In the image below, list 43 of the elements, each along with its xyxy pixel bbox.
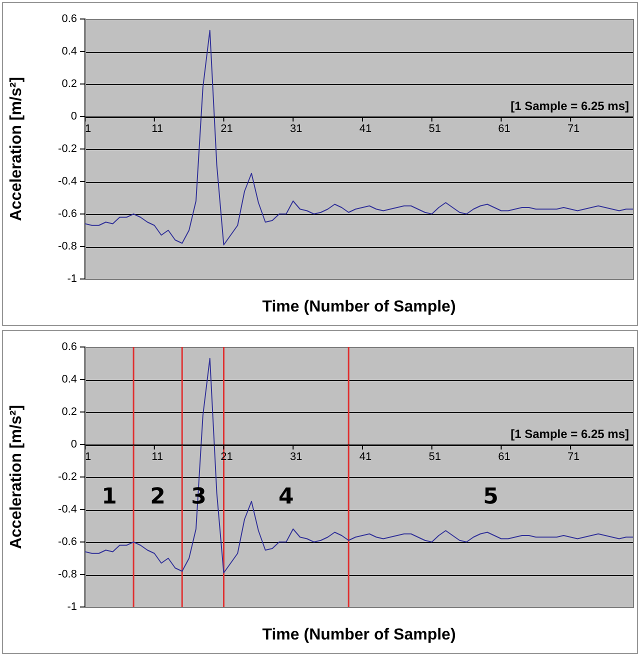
annotation: 2 (150, 484, 166, 510)
x-axis-title: Time (Number of Sample) (262, 626, 456, 644)
y-tick-label: 0.2 (62, 406, 77, 418)
x-tick-label: 11 (152, 451, 164, 464)
annotation: 4 (278, 484, 294, 510)
y-tick-label: -0.6 (58, 536, 77, 548)
y-tick-label: -1 (67, 601, 77, 614)
x-tick-label: 31 (290, 123, 302, 136)
y-tick-label: -0.2 (58, 471, 77, 484)
y-tick-label: 0.6 (62, 341, 77, 354)
y-tick-label: -0.8 (58, 240, 77, 253)
y-tick-label: 0.4 (62, 46, 77, 58)
x-tick-label: 51 (428, 123, 441, 136)
x-tick-label: 71 (567, 123, 580, 136)
y-tick-label: -0.4 (58, 504, 77, 516)
x-tick-label: 71 (567, 451, 580, 464)
x-tick-label: 61 (498, 451, 510, 464)
y-tick-label: -0.8 (58, 568, 77, 581)
y-tick-label: 0.6 (62, 13, 77, 26)
y-tick-label: 0.4 (62, 374, 77, 386)
y-tick-label: -1 (67, 273, 77, 286)
y-tick-label: 0 (70, 110, 77, 123)
x-tick-label: 1 (84, 123, 92, 136)
x-tick-label: 41 (359, 123, 372, 136)
y-tick-label: 0.2 (62, 78, 77, 90)
x-tick-label: 41 (359, 451, 372, 464)
annotation: 1 (102, 484, 117, 510)
x-tick-label: 31 (290, 451, 302, 464)
x-tick-label: 21 (220, 123, 233, 136)
x-tick-label: 1 (84, 451, 92, 464)
annotation: [1 Sample = 6.25 ms] (510, 426, 629, 441)
y-tick-label: -0.2 (58, 143, 77, 156)
y-tick-label: -0.4 (58, 176, 77, 188)
x-tick-label: 11 (152, 123, 164, 136)
x-tick-label: 51 (428, 451, 441, 464)
y-axis-title: Acceleration [m/s²] (8, 76, 26, 222)
x-tick-label: 61 (498, 123, 510, 136)
y-tick-label: -0.6 (58, 208, 77, 220)
annotation: [1 Sample = 6.25 ms] (510, 98, 629, 113)
y-tick-label: 0 (70, 438, 77, 451)
y-axis-title: Acceleration [m/s²] (8, 404, 26, 550)
x-axis-title: Time (Number of Sample) (262, 298, 456, 316)
annotation: 5 (483, 484, 498, 510)
